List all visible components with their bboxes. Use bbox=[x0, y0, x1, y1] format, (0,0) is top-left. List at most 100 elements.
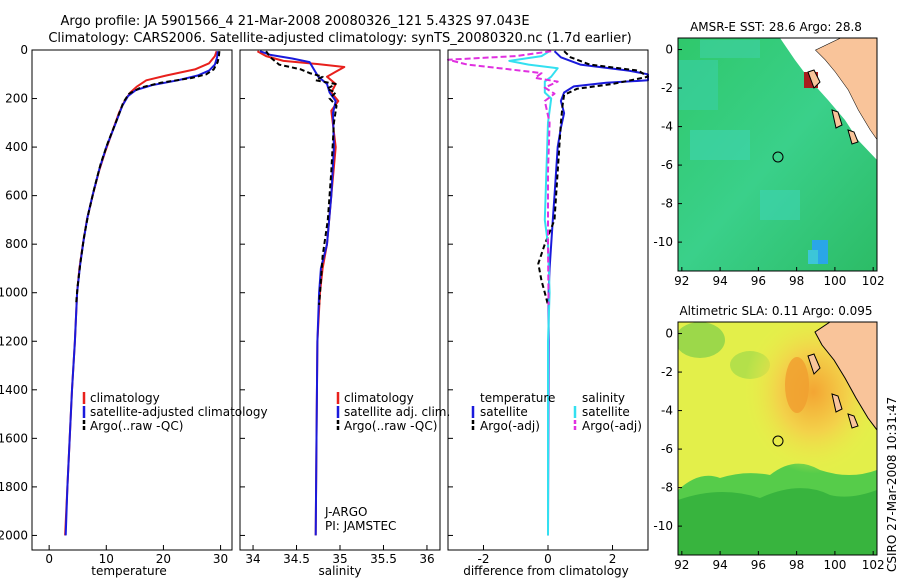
map-x-tick-label: 94 bbox=[712, 274, 727, 288]
series-line-argo bbox=[75, 51, 221, 305]
x-tick-label: 2 bbox=[609, 552, 617, 566]
x-tick-label: 35 bbox=[332, 552, 347, 566]
sst-cloud-mask bbox=[780, 38, 877, 160]
sla-map-frame bbox=[677, 321, 878, 556]
temperature-lines bbox=[64, 50, 221, 536]
sst-map-image bbox=[678, 38, 877, 271]
annotation-jargo: J-ARGO bbox=[324, 505, 367, 519]
map-y-tick-label: -8 bbox=[661, 197, 673, 211]
salinity-panel: 34 34.5 35 35.5 36 salinity climatology sate… bbox=[239, 49, 450, 578]
salinity-xlabel: salinity bbox=[318, 564, 361, 578]
map-y-tick-label: -10 bbox=[653, 235, 673, 249]
map-x-tick-label: 100 bbox=[823, 558, 846, 572]
x-tick-label: 10 bbox=[99, 552, 114, 566]
map-y-tick-label: -6 bbox=[661, 442, 673, 456]
map-y-tick-label: -8 bbox=[661, 481, 673, 495]
series-line-satellite bbox=[64, 51, 219, 536]
difference-legend-salinity: salinity satellite Argo(-adj) bbox=[573, 391, 642, 433]
temperature-frame bbox=[31, 49, 233, 551]
sla-map-title: Altimetric SLA: 0.11 Argo: 0.095 bbox=[679, 304, 872, 318]
series-line-temperature-argo bbox=[537, 50, 649, 306]
x-tick-label: 20 bbox=[156, 552, 171, 566]
series-line-temperature-satellite bbox=[547, 50, 649, 536]
legend-label-temp-satellite: satellite bbox=[480, 405, 528, 419]
map-y-tick-label: -2 bbox=[661, 81, 673, 95]
salinity-lines bbox=[256, 50, 346, 536]
map-x-tick-label: 98 bbox=[789, 274, 804, 288]
temperature-axes: 0 10 20 30 0 200 400 600 800 1000 1200 1400 1600 1800… bbox=[0, 43, 228, 566]
legend-label-satellite: satellite adj. clim. bbox=[344, 405, 450, 419]
y-tick-label: 1000 bbox=[0, 286, 28, 300]
legend-label-sal-argo: Argo(-adj) bbox=[582, 419, 642, 433]
sla-island-chain-2 bbox=[847, 413, 859, 429]
legend-label-climatology: climatology bbox=[344, 391, 414, 405]
temperature-xlabel: temperature bbox=[91, 564, 166, 578]
difference-xlabel: difference from climatology bbox=[463, 564, 629, 578]
map-x-tick-label: 94 bbox=[712, 558, 727, 572]
y-tick-label: 2000 bbox=[0, 528, 28, 542]
series-line-salinity-argo bbox=[447, 50, 559, 305]
series-line-satellite bbox=[259, 50, 337, 536]
legend-label-argo: Argo(..raw -QC) bbox=[344, 419, 437, 433]
sst-map-ticks: 92 94 96 98 100 102 0 -2 -4 -6 -8 -10 bbox=[653, 43, 884, 288]
sst-island bbox=[807, 69, 821, 89]
annotation-pi: PI: JAMSTEC bbox=[325, 519, 396, 533]
sla-map-panel: Altimetric SLA: 0.11 Argo: 0.095 92 94 96 9… bbox=[653, 304, 884, 572]
y-tick-label: 1600 bbox=[0, 431, 28, 445]
map-x-tick-label: 92 bbox=[674, 274, 689, 288]
map-y-tick-label: -4 bbox=[661, 404, 673, 418]
difference-legend-temperature: temperature satellite Argo(-adj) bbox=[471, 391, 555, 433]
map-x-tick-label: 96 bbox=[751, 274, 766, 288]
x-tick-label: 34 bbox=[245, 552, 260, 566]
x-tick-label: 35.5 bbox=[370, 552, 397, 566]
map-x-tick-label: 92 bbox=[674, 558, 689, 572]
y-tick-label: 1800 bbox=[0, 480, 28, 494]
legend-heading-temperature: temperature bbox=[480, 391, 555, 405]
sla-map-image bbox=[678, 322, 877, 555]
sst-island-chain-2 bbox=[847, 129, 859, 145]
temperature-panel: 0 10 20 30 0 200 400 600 800 1000 1200 1400 1600 1800… bbox=[0, 43, 268, 578]
x-tick-label: 30 bbox=[213, 552, 228, 566]
figure-title-line1: Argo profile: JA 5901566_4 21-Mar-2008 2… bbox=[60, 14, 529, 29]
series-line-argo bbox=[265, 50, 338, 305]
difference-axes: -2 0 2 bbox=[448, 49, 617, 566]
difference-lines bbox=[447, 50, 649, 536]
sst-map-title: AMSR-E SST: 28.6 Argo: 28.8 bbox=[690, 20, 862, 34]
map-y-tick-label: -6 bbox=[661, 158, 673, 172]
y-tick-label: 1400 bbox=[0, 383, 28, 397]
map-y-tick-label: -10 bbox=[653, 519, 673, 533]
sla-island-chain bbox=[831, 393, 843, 413]
y-tick-label: 800 bbox=[5, 237, 28, 251]
y-tick-label: 0 bbox=[20, 43, 28, 57]
map-x-tick-label: 102 bbox=[862, 274, 885, 288]
legend-label-sal-satellite: satellite bbox=[582, 405, 630, 419]
map-y-tick-label: -2 bbox=[661, 365, 673, 379]
difference-frame bbox=[447, 49, 649, 551]
y-tick-label: 600 bbox=[5, 189, 28, 203]
sla-argo-marker bbox=[772, 435, 784, 447]
map-x-tick-label: 100 bbox=[823, 274, 846, 288]
legend-label-satellite: satellite-adjusted climatology bbox=[90, 405, 268, 419]
sla-island bbox=[807, 353, 821, 375]
side-timestamp-label: CSIRO 27-Mar-2008 10:31:47 bbox=[885, 397, 899, 572]
sst-map-panel: AMSR-E SST: 28.6 Argo: 28.8 92 94 96 98 100 1… bbox=[653, 20, 884, 288]
sla-land-sumatra bbox=[814, 322, 877, 431]
map-y-tick-label: -4 bbox=[661, 120, 673, 134]
map-x-tick-label: 96 bbox=[751, 558, 766, 572]
salinity-frame bbox=[239, 49, 441, 551]
legend-heading-salinity: salinity bbox=[582, 391, 625, 405]
x-tick-label: 34.5 bbox=[283, 552, 310, 566]
map-x-tick-label: 102 bbox=[862, 558, 885, 572]
series-line-salinity-satellite bbox=[508, 50, 559, 536]
y-tick-label: 200 bbox=[5, 92, 28, 106]
legend-label-argo: Argo(..raw -QC) bbox=[90, 419, 183, 433]
sst-map-frame bbox=[677, 37, 878, 272]
x-tick-label: 0 bbox=[45, 552, 53, 566]
series-line-climatology bbox=[256, 50, 346, 536]
x-tick-label: 0 bbox=[544, 552, 552, 566]
sst-argo-marker bbox=[772, 151, 784, 163]
salinity-legend: climatology satellite adj. clim. Argo(..… bbox=[336, 391, 450, 433]
sla-map-ticks: 92 94 96 98 100 102 0 -2 -4 -6 -8 -10 bbox=[653, 327, 884, 572]
salinity-axes: 34 34.5 35 35.5 36 bbox=[240, 49, 435, 566]
